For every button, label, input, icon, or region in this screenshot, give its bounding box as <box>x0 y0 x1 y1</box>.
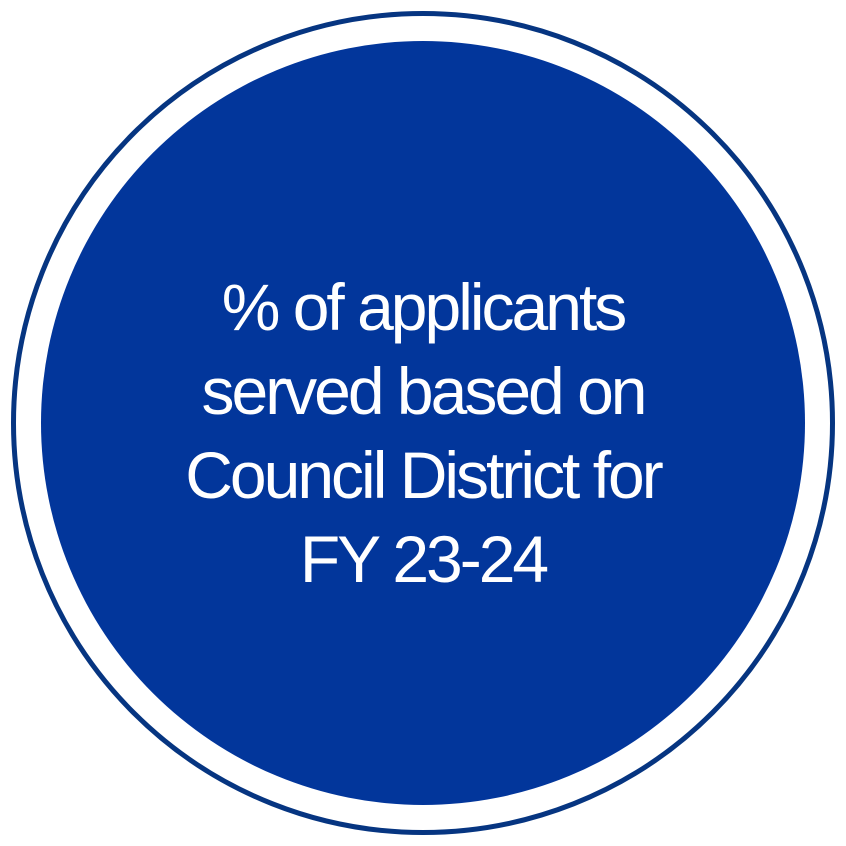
badge-circle <box>41 41 805 805</box>
caption-line-4: FY 23-24 <box>299 522 549 596</box>
caption-line-1: % of applicants <box>221 270 628 344</box>
badge-caption: % of applicants served based on Council … <box>120 265 726 601</box>
caption-line-2: served based on <box>201 354 647 428</box>
caption-line-3: Council District for <box>185 438 663 512</box>
